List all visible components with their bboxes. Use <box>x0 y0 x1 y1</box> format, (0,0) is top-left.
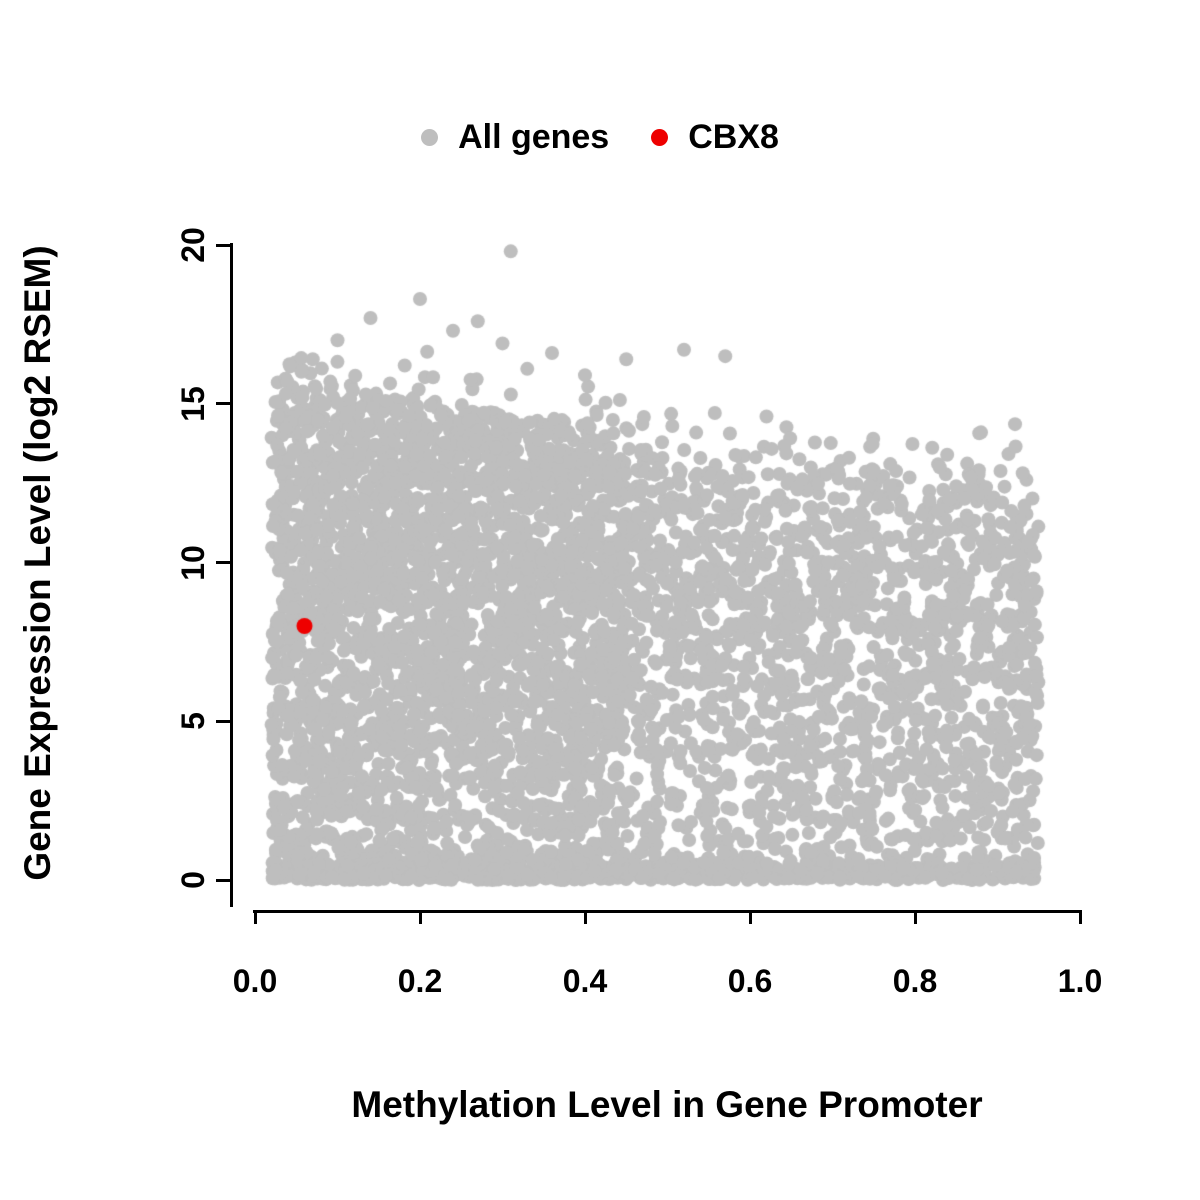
legend-item-cbx8: CBX8 <box>651 118 779 157</box>
x-tick-mark <box>418 910 422 924</box>
x-tick-label: 0.0 <box>232 963 278 999</box>
cbx8-dot-icon <box>651 129 669 146</box>
legend-label-cbx8: CBX8 <box>688 118 779 156</box>
y-tick-label: 5 <box>174 712 211 731</box>
y-tick-mark <box>216 402 230 406</box>
y-tick-mark <box>216 719 230 723</box>
legend: All genes CBX8 <box>0 118 1200 157</box>
all-genes-dot-icon <box>421 129 439 146</box>
y-tick-label: 10 <box>174 544 211 581</box>
x-tick-label: 1.0 <box>1057 963 1103 999</box>
x-tick-mark <box>253 910 257 924</box>
y-axis-title: Gene Expression Level (log2 RSEM) <box>17 245 58 881</box>
y-tick-mark <box>216 561 230 564</box>
y-tick-mark <box>216 243 230 247</box>
y-axis-line <box>230 243 233 907</box>
x-tick-mark <box>913 910 917 924</box>
x-tick-mark <box>1078 910 1082 924</box>
x-tick-label: 0.2 <box>397 963 443 999</box>
x-tick-mark <box>748 910 752 924</box>
x-tick-mark <box>583 910 587 924</box>
y-tick-mark <box>216 878 230 882</box>
y-tick-label: 15 <box>174 385 211 422</box>
legend-label-all-genes: All genes <box>458 118 610 156</box>
x-tick-label: 0.8 <box>892 963 938 999</box>
y-tick-label: 20 <box>174 227 211 263</box>
x-tick-label: 0.6 <box>727 963 773 999</box>
x-tick-label: 0.4 <box>562 963 608 999</box>
x-axis-title: Methylation Level in Gene Promoter <box>351 1084 983 1125</box>
y-tick-label: 0 <box>174 871 211 889</box>
legend-item-all-genes: All genes <box>421 118 609 157</box>
x-axis-line <box>253 910 1082 913</box>
